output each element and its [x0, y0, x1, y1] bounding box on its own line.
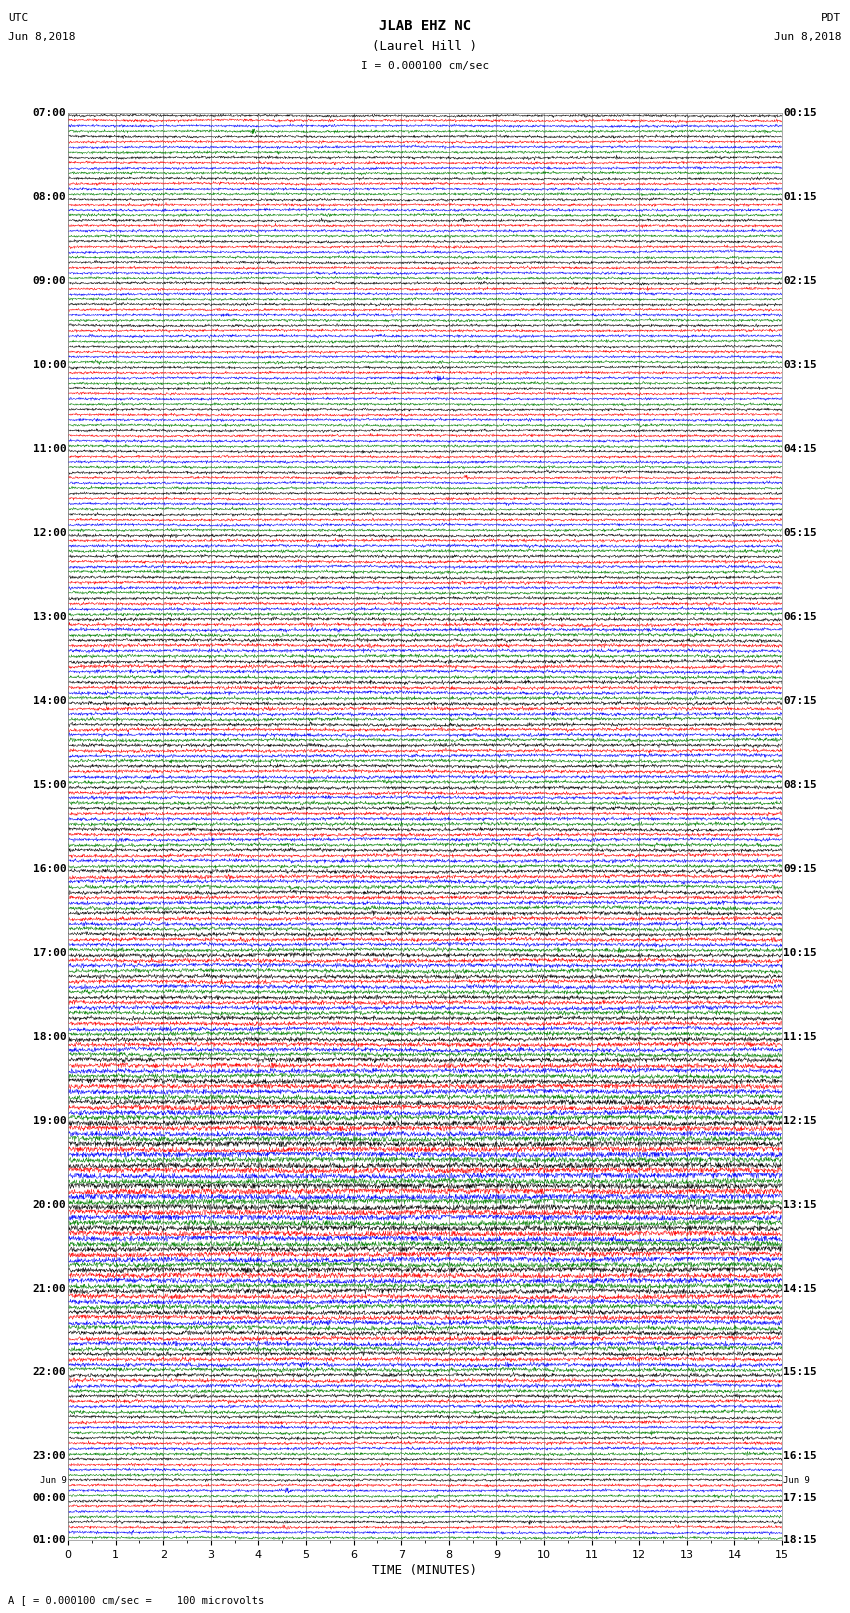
- Text: 07:00: 07:00: [33, 108, 66, 118]
- Text: 13:00: 13:00: [33, 611, 66, 621]
- Text: 14:15: 14:15: [784, 1284, 817, 1294]
- Text: Jun 9: Jun 9: [40, 1476, 66, 1484]
- Text: 23:00: 23:00: [33, 1452, 66, 1461]
- Text: Jun 8,2018: Jun 8,2018: [774, 32, 842, 42]
- Text: 09:00: 09:00: [33, 276, 66, 286]
- Text: 16:15: 16:15: [784, 1452, 817, 1461]
- Text: 05:15: 05:15: [784, 527, 817, 537]
- Text: 15:00: 15:00: [33, 779, 66, 790]
- Text: Jun 8,2018: Jun 8,2018: [8, 32, 76, 42]
- Text: 10:00: 10:00: [33, 360, 66, 369]
- X-axis label: TIME (MINUTES): TIME (MINUTES): [372, 1565, 478, 1578]
- Text: 14:00: 14:00: [33, 695, 66, 706]
- Text: 11:15: 11:15: [784, 1032, 817, 1042]
- Text: 15:15: 15:15: [784, 1368, 817, 1378]
- Text: 06:15: 06:15: [784, 611, 817, 621]
- Text: 19:00: 19:00: [33, 1116, 66, 1126]
- Text: 18:00: 18:00: [33, 1032, 66, 1042]
- Text: 08:00: 08:00: [33, 192, 66, 202]
- Text: A [ = 0.000100 cm/sec =    100 microvolts: A [ = 0.000100 cm/sec = 100 microvolts: [8, 1595, 264, 1605]
- Text: 10:15: 10:15: [784, 947, 817, 958]
- Text: 08:15: 08:15: [784, 779, 817, 790]
- Text: 12:15: 12:15: [784, 1116, 817, 1126]
- Text: I = 0.000100 cm/sec: I = 0.000100 cm/sec: [361, 61, 489, 71]
- Text: 12:00: 12:00: [33, 527, 66, 537]
- Text: 18:15: 18:15: [784, 1536, 817, 1545]
- Text: 03:15: 03:15: [784, 360, 817, 369]
- Text: 13:15: 13:15: [784, 1200, 817, 1210]
- Text: 01:15: 01:15: [784, 192, 817, 202]
- Text: 16:00: 16:00: [33, 863, 66, 874]
- Text: 04:15: 04:15: [784, 444, 817, 453]
- Text: 07:15: 07:15: [784, 695, 817, 706]
- Text: 09:15: 09:15: [784, 863, 817, 874]
- Text: 00:15: 00:15: [784, 108, 817, 118]
- Text: 17:15: 17:15: [784, 1494, 817, 1503]
- Text: 17:00: 17:00: [33, 947, 66, 958]
- Text: 22:00: 22:00: [33, 1368, 66, 1378]
- Text: UTC: UTC: [8, 13, 29, 23]
- Text: JLAB EHZ NC: JLAB EHZ NC: [379, 19, 471, 34]
- Text: 00:00: 00:00: [33, 1494, 66, 1503]
- Text: 21:00: 21:00: [33, 1284, 66, 1294]
- Text: Jun 9: Jun 9: [784, 1476, 810, 1484]
- Text: 11:00: 11:00: [33, 444, 66, 453]
- Text: 20:00: 20:00: [33, 1200, 66, 1210]
- Text: 02:15: 02:15: [784, 276, 817, 286]
- Text: (Laurel Hill ): (Laurel Hill ): [372, 40, 478, 53]
- Text: 01:00: 01:00: [33, 1536, 66, 1545]
- Text: PDT: PDT: [821, 13, 842, 23]
